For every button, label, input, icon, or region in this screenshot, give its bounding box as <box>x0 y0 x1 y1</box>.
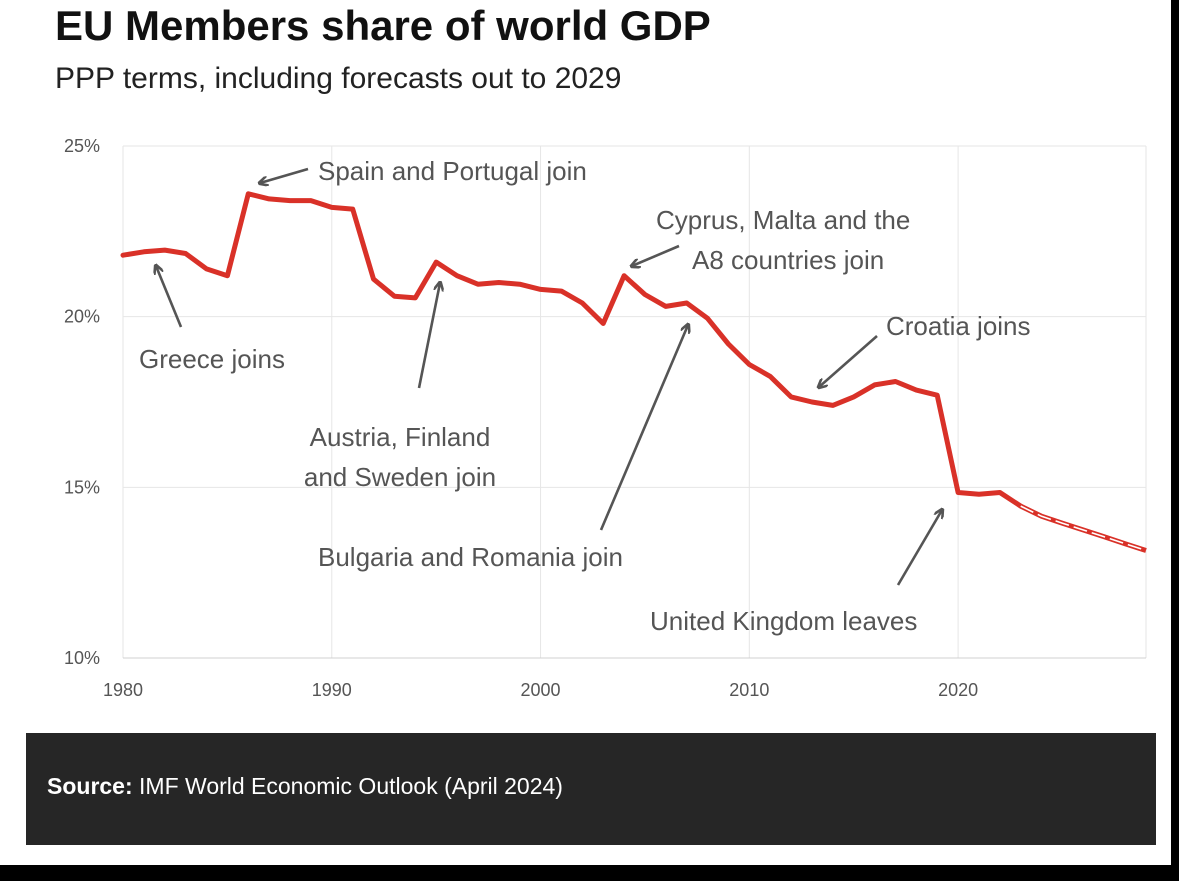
gdp-share-forecast-dash <box>1020 505 1147 552</box>
annotation-arrow-icon <box>632 244 680 266</box>
annotation-arrow-icon <box>819 335 878 387</box>
annotation-arrow-icon <box>896 510 942 586</box>
gdp-share-line <box>120 191 1024 509</box>
annotation: Spain and Portugal join <box>260 156 587 186</box>
annotation: Austria, Finland and Sweden join <box>304 283 496 492</box>
chart-title: EU Members share of world GDP <box>55 2 711 49</box>
source-text: Source: IMF World Economic Outlook (Apri… <box>47 773 563 800</box>
chart-card: EU Members share of world GDP PPP terms,… <box>0 0 1171 865</box>
annotation: Greece joins <box>139 266 285 374</box>
annotation-arrow-icon <box>417 283 440 389</box>
gdp-share-forecast-line <box>1019 503 1147 553</box>
annotation-arrow-icon <box>260 167 309 183</box>
x-tick-label: 2020 <box>938 680 978 700</box>
annotation-text: United Kingdom leaves <box>650 606 917 636</box>
annotation: Bulgaria and Romania join <box>318 325 688 572</box>
source-value: IMF World Economic Outlook (April 2024) <box>132 773 563 799</box>
chart-subtitle: PPP terms, including forecasts out to 20… <box>55 62 622 95</box>
annotation: United Kingdom leaves <box>650 510 942 636</box>
annotation: Croatia joins <box>819 311 1031 387</box>
annotation-text: Spain and Portugal join <box>318 156 587 186</box>
annotation-text: Bulgaria and Romania join <box>318 542 623 572</box>
y-tick-label: 20% <box>64 307 100 327</box>
annotation-text: and Sweden join <box>304 462 496 492</box>
annotation-arrow-icon <box>599 325 688 531</box>
annotation-text: A8 countries join <box>692 245 884 275</box>
source-footer: Source: IMF World Economic Outlook (Apri… <box>26 733 1156 845</box>
annotation-arrow-icon <box>156 266 183 328</box>
x-tick-label: 2010 <box>729 680 769 700</box>
line-chart: 10% 15% 20% 25% 1980 1990 2000 2010 2020 Greece … <box>64 136 1147 700</box>
y-tick-label: 10% <box>64 648 100 668</box>
annotation-text: Greece joins <box>139 344 285 374</box>
annotation-text: Croatia joins <box>886 311 1031 341</box>
y-tick-label: 15% <box>64 477 100 497</box>
annotation: Cyprus, Malta and the A8 countries join <box>632 205 910 275</box>
x-tick-label: 2000 <box>521 680 561 700</box>
annotation-text: Austria, Finland <box>310 422 491 452</box>
source-label: Source: <box>47 773 133 799</box>
annotation-text: Cyprus, Malta and the <box>656 205 910 235</box>
x-tick-label: 1980 <box>103 680 143 700</box>
y-tick-label: 25% <box>64 136 100 156</box>
x-tick-label: 1990 <box>312 680 352 700</box>
